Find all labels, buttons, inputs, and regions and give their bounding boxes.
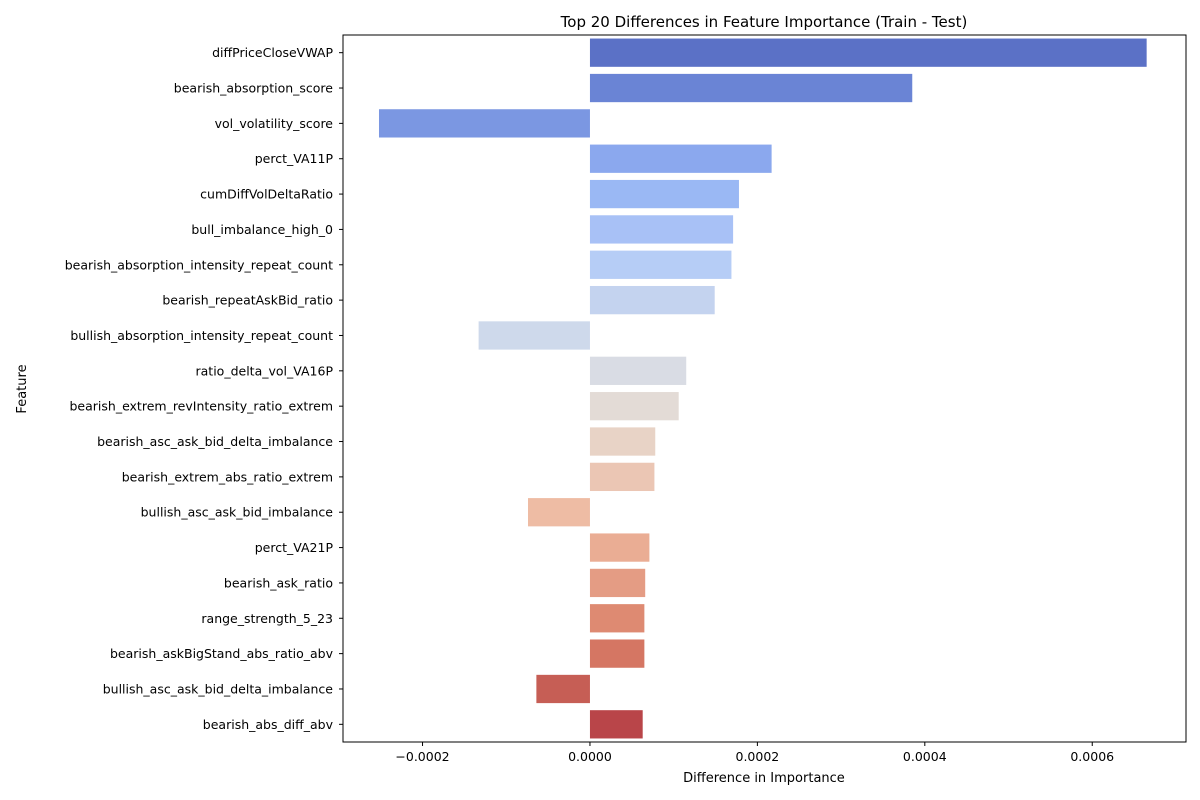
y-tick-label: vol_volatility_score — [215, 116, 334, 131]
bar — [589, 533, 650, 562]
x-axis-ticks: −0.0002 0.0000 0.0002 0.0004 0.0006 — [395, 742, 1114, 764]
x-tick-label: 0.0002 — [736, 749, 780, 764]
y-tick-label: bearish_extrem_revIntensity_ratio_extrem — [69, 399, 333, 414]
bar — [589, 144, 772, 173]
x-tick-label: 0.0004 — [903, 749, 947, 764]
y-tick-label: perct_VA11P — [255, 151, 334, 166]
chart-title: Top 20 Differences in Feature Importance… — [560, 13, 968, 31]
y-tick-label: bearish_absorption_score — [174, 81, 334, 96]
bar — [589, 604, 645, 633]
x-axis-label: Difference in Importance — [683, 771, 845, 786]
bar — [589, 215, 734, 244]
x-tick-label: 0.0006 — [1070, 749, 1114, 764]
bar — [589, 356, 687, 385]
y-tick-label: bullish_absorption_intensity_repeat_coun… — [70, 328, 333, 343]
y-tick-label: bearish_extrem_abs_ratio_extrem — [122, 469, 333, 484]
bar — [589, 427, 656, 456]
x-tick-label: −0.0002 — [395, 749, 449, 764]
bar — [589, 710, 643, 739]
y-tick-label: bull_imbalance_high_0 — [191, 222, 333, 237]
bar — [378, 109, 590, 138]
bar — [589, 285, 715, 315]
bar — [589, 462, 655, 492]
y-tick-label: bearish_asc_ask_bid_delta_imbalance — [97, 434, 333, 449]
y-tick-label: bearish_ask_ratio — [224, 575, 333, 590]
y-tick-label: bearish_abs_diff_abv — [203, 717, 334, 732]
y-tick-label: bearish_askBigStand_abs_ratio_abv — [110, 646, 334, 661]
y-axis-ticks: diffPriceCloseVWAP bearish_absorption_sco… — [65, 45, 343, 732]
plot-frame — [342, 34, 1187, 743]
bar — [589, 568, 646, 598]
y-tick-label: bearish_repeatAskBid_ratio — [162, 293, 333, 308]
x-tick-label: 0.0000 — [568, 749, 612, 764]
bar — [589, 392, 679, 421]
y-tick-label: range_strength_5_23 — [201, 611, 333, 626]
y-tick-label: bullish_asc_ask_bid_delta_imbalance — [103, 681, 334, 696]
y-tick-label: perct_VA21P — [255, 540, 334, 555]
bars-layer — [378, 38, 1147, 739]
bar — [589, 639, 645, 668]
y-tick-label: cumDiffVolDeltaRatio — [200, 187, 333, 202]
bar — [478, 321, 590, 350]
bar — [589, 179, 739, 209]
bar — [536, 674, 590, 704]
bar — [589, 250, 732, 279]
y-tick-label: diffPriceCloseVWAP — [212, 45, 333, 60]
bar — [528, 498, 590, 527]
y-tick-label: bullish_asc_ask_bid_imbalance — [141, 505, 334, 520]
bar — [589, 38, 1147, 67]
bar — [589, 73, 913, 103]
y-tick-label: bearish_absorption_intensity_repeat_coun… — [65, 257, 333, 272]
y-axis-label: Feature — [15, 364, 30, 413]
y-tick-label: ratio_delta_vol_VA16P — [196, 363, 334, 378]
